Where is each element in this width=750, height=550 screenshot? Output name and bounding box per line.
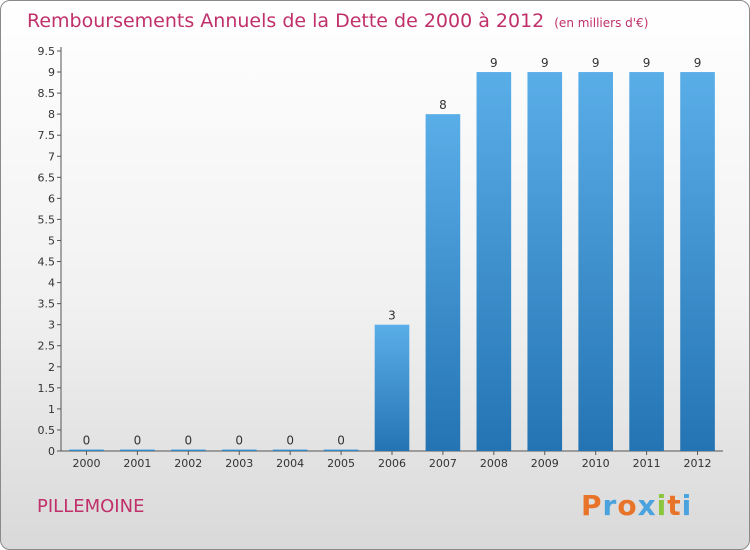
- x-tick-label: 2008: [480, 457, 508, 470]
- x-tick-label: 2005: [327, 457, 355, 470]
- y-tick-label: 8: [48, 108, 55, 121]
- bar: [272, 449, 308, 451]
- x-tick-label: 2012: [684, 457, 712, 470]
- chart-title-unit: (en milliers d'€): [554, 16, 649, 30]
- bar-value-label: 0: [134, 434, 142, 448]
- y-tick-label: 4: [48, 277, 55, 290]
- logo-letter: t: [667, 489, 682, 522]
- y-tick-label: 9: [48, 66, 55, 79]
- logo-letter: r: [602, 489, 618, 522]
- y-tick-label: 2.5: [38, 340, 56, 353]
- y-tick-label: 4.5: [38, 256, 56, 269]
- bar-value-label: 9: [490, 56, 498, 70]
- bar: [629, 72, 664, 451]
- bar: [680, 72, 715, 451]
- y-tick-label: 1.5: [38, 382, 56, 395]
- bar-value-label: 0: [83, 434, 91, 448]
- x-tick-label: 2011: [633, 457, 661, 470]
- place-name: PILLEMOINE: [37, 496, 145, 517]
- x-tick-label: 2007: [429, 457, 457, 470]
- y-tick-label: 2: [48, 361, 55, 374]
- chart-labels: 0 0 0 0 0 0 3 8 9 9 9 9 9: [83, 56, 702, 447]
- bar-value-label: 9: [694, 56, 702, 70]
- y-tick-label: 5: [48, 234, 55, 247]
- bar-value-label: 8: [439, 98, 447, 112]
- logo-letter: i: [681, 489, 693, 522]
- y-tick-label: 6.5: [38, 171, 56, 184]
- bar-value-label: 0: [235, 434, 243, 448]
- x-tick-label: 2006: [378, 457, 406, 470]
- bar-value-label: 9: [541, 56, 549, 70]
- bar-value-label: 0: [337, 434, 345, 448]
- chart-title-main: Remboursements Annuels de la Dette de 20…: [27, 10, 545, 32]
- x-tick-label: 2000: [72, 457, 100, 470]
- y-tick-label: 0: [48, 445, 55, 458]
- y-tick-label: 8.5: [38, 87, 56, 100]
- x-tick-label: 2010: [582, 457, 610, 470]
- bar-value-label: 0: [286, 434, 294, 448]
- bar-value-label: 9: [643, 56, 651, 70]
- x-tick-label: 2009: [531, 457, 559, 470]
- proxiti-logo: Proxiti: [581, 489, 692, 522]
- logo-letter: P: [581, 489, 603, 522]
- logo-letter: o: [617, 489, 638, 522]
- y-tick-label: 1: [48, 403, 55, 416]
- y-tick-label: 0.5: [38, 424, 56, 437]
- bar: [578, 72, 614, 451]
- logo-letter: x: [637, 489, 657, 522]
- bar-value-label: 9: [592, 56, 600, 70]
- bar: [425, 114, 461, 451]
- bar-value-label: 3: [388, 309, 396, 323]
- bar: [221, 449, 257, 451]
- x-tick-label: 2004: [276, 457, 304, 470]
- bar: [374, 324, 410, 451]
- bar: [323, 449, 359, 451]
- chart-bars: [69, 72, 715, 451]
- bar: [170, 449, 206, 451]
- y-tick-label: 9.5: [38, 45, 56, 58]
- logo-letter: i: [656, 489, 668, 522]
- y-tick-label: 5.5: [38, 213, 56, 226]
- y-tick-label: 6: [48, 192, 55, 205]
- x-tick-label: 2003: [225, 457, 253, 470]
- y-tick-label: 3.5: [38, 298, 56, 311]
- bar: [120, 449, 155, 451]
- x-tick-label: 2002: [174, 457, 202, 470]
- y-tick-label: 7: [48, 150, 55, 163]
- y-tick-label: 7.5: [38, 129, 56, 142]
- y-tick-label: 3: [48, 319, 55, 332]
- bar: [69, 449, 104, 451]
- bar-value-label: 0: [184, 434, 192, 448]
- chart-title: Remboursements Annuels de la Dette de 20…: [27, 10, 648, 32]
- bar: [527, 72, 563, 451]
- bar: [476, 72, 512, 451]
- x-tick-label: 2001: [123, 457, 151, 470]
